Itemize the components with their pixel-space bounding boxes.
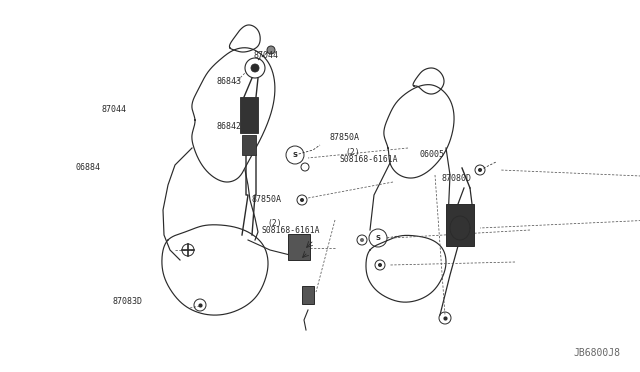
Bar — [242, 135, 256, 155]
Text: S: S — [292, 152, 298, 158]
Bar — [446, 204, 474, 246]
Text: 87850A: 87850A — [330, 133, 360, 142]
Circle shape — [378, 263, 382, 267]
Text: (2): (2) — [346, 148, 360, 157]
Text: 87080D: 87080D — [442, 174, 472, 183]
Text: S08168-6161A: S08168-6161A — [339, 155, 397, 164]
Circle shape — [251, 64, 259, 72]
Text: 06884: 06884 — [76, 163, 100, 172]
Bar — [302, 286, 314, 304]
Text: S: S — [376, 235, 381, 241]
Text: 87044: 87044 — [101, 105, 126, 114]
Text: JB6800J8: JB6800J8 — [573, 348, 620, 358]
Text: (2): (2) — [268, 219, 282, 228]
Circle shape — [478, 168, 482, 172]
Circle shape — [300, 198, 304, 202]
Bar — [240, 97, 258, 133]
Text: 87850A: 87850A — [252, 195, 282, 203]
Text: 06005: 06005 — [419, 150, 444, 159]
Text: 87044: 87044 — [253, 51, 278, 60]
Bar — [288, 234, 310, 260]
Text: 87083D: 87083D — [112, 297, 142, 306]
Text: S08168-6161A: S08168-6161A — [261, 226, 319, 235]
Text: 86842: 86842 — [216, 122, 241, 131]
Circle shape — [267, 46, 275, 54]
Circle shape — [360, 238, 364, 242]
Text: 86843: 86843 — [216, 77, 241, 86]
